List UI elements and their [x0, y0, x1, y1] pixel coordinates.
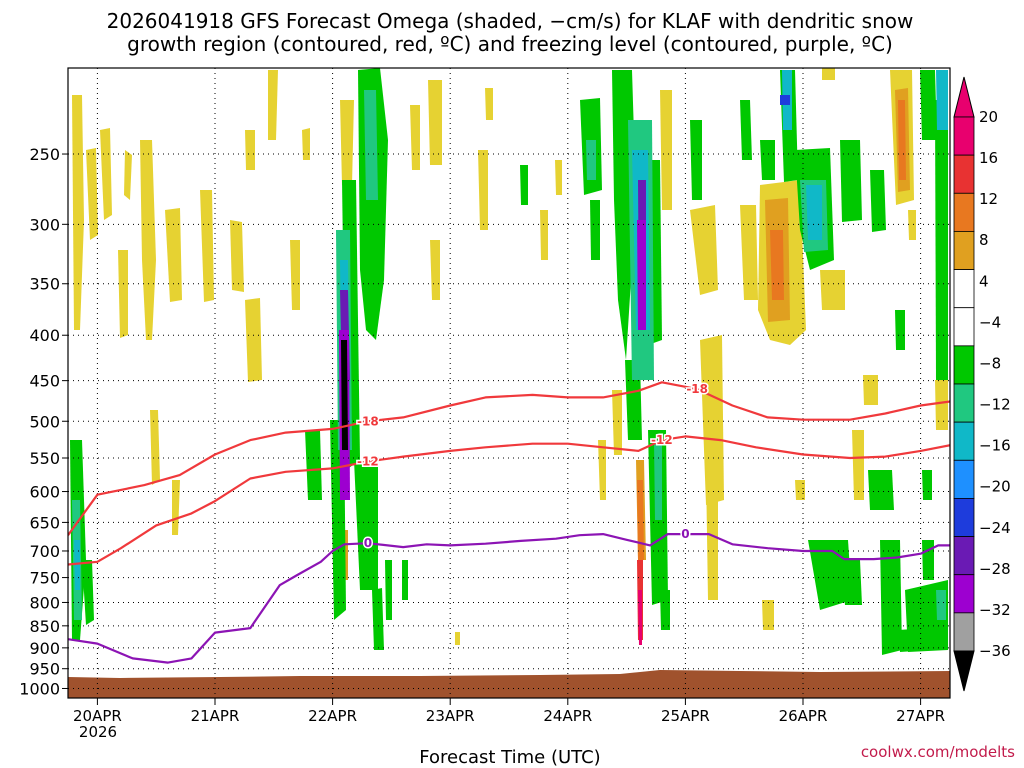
x-tick-label: 22APR — [308, 707, 357, 725]
x-axis-ticks: 20APR 21APR 22APR 23APR 24APR 25APR 26APR 27APR — [73, 698, 945, 725]
x-tick-label: 21APR — [191, 707, 240, 725]
colorbar-label: −16 — [979, 437, 1011, 455]
colorbar-segment — [953, 116, 975, 156]
colorbar: 20 16 12 8 4 −4 −8 −12 −16 −20 −24 −28 −32 −36 — [953, 76, 1011, 692]
colorbar-segment — [953, 574, 975, 614]
colorbar-label: −8 — [979, 354, 1001, 372]
x-tick-label: 25APR — [661, 707, 710, 725]
x-tick-label: 26APR — [779, 707, 828, 725]
x-tick-label: 24APR — [543, 707, 592, 725]
y-tick-label: 800 — [29, 593, 60, 612]
contour-line — [68, 532, 950, 664]
colorbar-top-arrow — [953, 76, 975, 118]
y-tick-label: 850 — [29, 617, 60, 636]
y-tick-label: 700 — [29, 542, 60, 561]
y-tick-label: 750 — [29, 569, 60, 588]
colorbar-segment — [953, 269, 975, 309]
colorbar-label: −36 — [979, 642, 1011, 660]
colorbar-label: 16 — [979, 149, 998, 167]
colorbar-segment — [953, 307, 975, 347]
colorbar-label: 20 — [979, 108, 998, 126]
colorbar-label: −24 — [979, 519, 1011, 537]
contour-line — [68, 435, 950, 566]
contour-label: -12 — [651, 433, 673, 447]
colorbar-label: −32 — [979, 601, 1011, 619]
y-tick-label: 400 — [29, 326, 60, 345]
y-tick-label: 500 — [29, 412, 60, 431]
plot-frame — [67, 67, 951, 699]
colorbar-label: −4 — [979, 313, 1001, 331]
x-tick-label: 27APR — [896, 707, 945, 725]
contour-line — [68, 381, 950, 536]
colorbar-segment — [953, 231, 975, 270]
plot-area: -18 -18 -12 -12 0 0 — [67, 67, 951, 699]
colorbar-segment — [953, 459, 975, 499]
y-tick-label: 300 — [29, 215, 60, 234]
y-tick-label: 550 — [29, 449, 60, 468]
colorbar-label: 12 — [979, 190, 998, 208]
x-tick-label: 20APR — [73, 707, 122, 725]
contour-label: 0 — [364, 536, 372, 550]
chart-title-line-1: 2026041918 GFS Forecast Omega (shaded, −… — [107, 9, 914, 33]
colorbar-label: −20 — [979, 478, 1011, 496]
colorbar-segment — [953, 612, 975, 652]
colorbar-segment — [953, 345, 975, 385]
omega-shading — [68, 68, 950, 698]
colorbar-label: 4 — [979, 272, 989, 290]
colorbar-segment — [953, 383, 975, 423]
x-axis-label: Forecast Time (UTC) — [419, 747, 600, 768]
y-tick-label: 450 — [29, 372, 60, 391]
x-tick-label: 23APR — [426, 707, 475, 725]
colorbar-label: −28 — [979, 560, 1011, 578]
y-axis-ticks: 250 300 350 400 450 500 550 600 650 700 750 800 850 9… — [19, 145, 68, 698]
y-tick-label: 650 — [29, 513, 60, 532]
chart-grid — [68, 68, 950, 698]
contour-label: -18 — [686, 382, 708, 396]
colorbar-segment — [953, 421, 975, 461]
temperature-contours: -18 -18 -12 -12 0 0 — [68, 381, 950, 664]
colorbar-label: −12 — [979, 396, 1011, 414]
credit-text: coolwx.com/modelts — [861, 743, 1015, 761]
contour-label: 0 — [681, 527, 689, 541]
y-tick-label: 350 — [29, 275, 60, 294]
y-tick-label: 250 — [29, 145, 60, 164]
chart-title-line-2: growth region (contoured, red, ºC) and f… — [127, 32, 893, 56]
y-tick-label: 950 — [29, 660, 60, 679]
contour-label: -12 — [357, 454, 379, 468]
colorbar-segment — [953, 536, 975, 576]
colorbar-segment — [953, 192, 975, 232]
y-tick-label: 900 — [29, 639, 60, 658]
y-tick-label: 1000 — [19, 679, 60, 698]
colorbar-bottom-arrow — [953, 650, 975, 692]
x-axis-year-label: 2026 — [79, 723, 117, 741]
colorbar-label: 8 — [979, 231, 989, 249]
colorbar-segment — [953, 498, 975, 537]
y-tick-label: 600 — [29, 483, 60, 502]
colorbar-segment — [953, 154, 975, 194]
contour-label: -18 — [357, 414, 379, 428]
